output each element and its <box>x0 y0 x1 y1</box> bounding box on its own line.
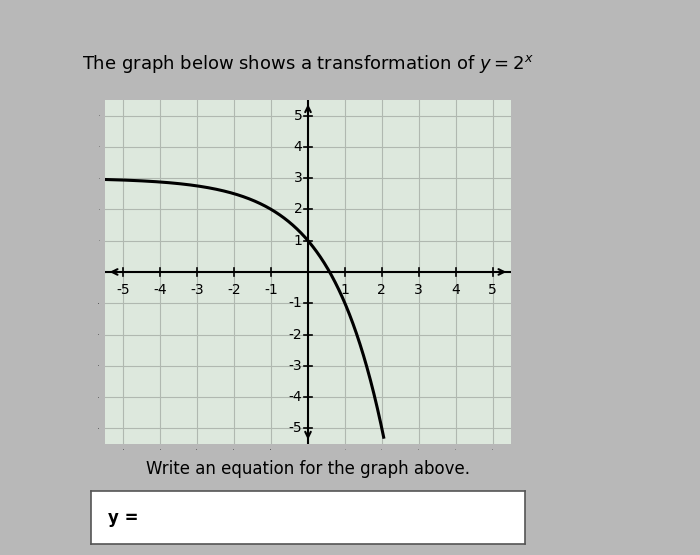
Text: 4: 4 <box>452 283 460 297</box>
Text: 2: 2 <box>294 203 302 216</box>
Text: Write an equation for the graph above.: Write an equation for the graph above. <box>146 460 470 478</box>
Text: 4: 4 <box>294 140 302 154</box>
Text: -4: -4 <box>289 390 302 404</box>
Text: y =: y = <box>108 508 139 527</box>
Text: -2: -2 <box>228 283 241 297</box>
Text: 3: 3 <box>414 283 423 297</box>
Text: -1: -1 <box>264 283 278 297</box>
Text: -2: -2 <box>289 327 302 341</box>
Text: The graph below shows a transformation of $y = 2^x$: The graph below shows a transformation o… <box>82 53 534 75</box>
Text: -5: -5 <box>289 421 302 435</box>
Text: -3: -3 <box>190 283 204 297</box>
Text: -3: -3 <box>289 359 302 373</box>
Text: 3: 3 <box>294 171 302 185</box>
Text: -4: -4 <box>153 283 167 297</box>
Text: 1: 1 <box>293 234 302 248</box>
Text: 2: 2 <box>377 283 386 297</box>
Text: 1: 1 <box>340 283 349 297</box>
Text: 5: 5 <box>294 109 302 123</box>
Text: 5: 5 <box>488 283 497 297</box>
Text: -5: -5 <box>117 283 130 297</box>
Text: -1: -1 <box>288 296 302 310</box>
